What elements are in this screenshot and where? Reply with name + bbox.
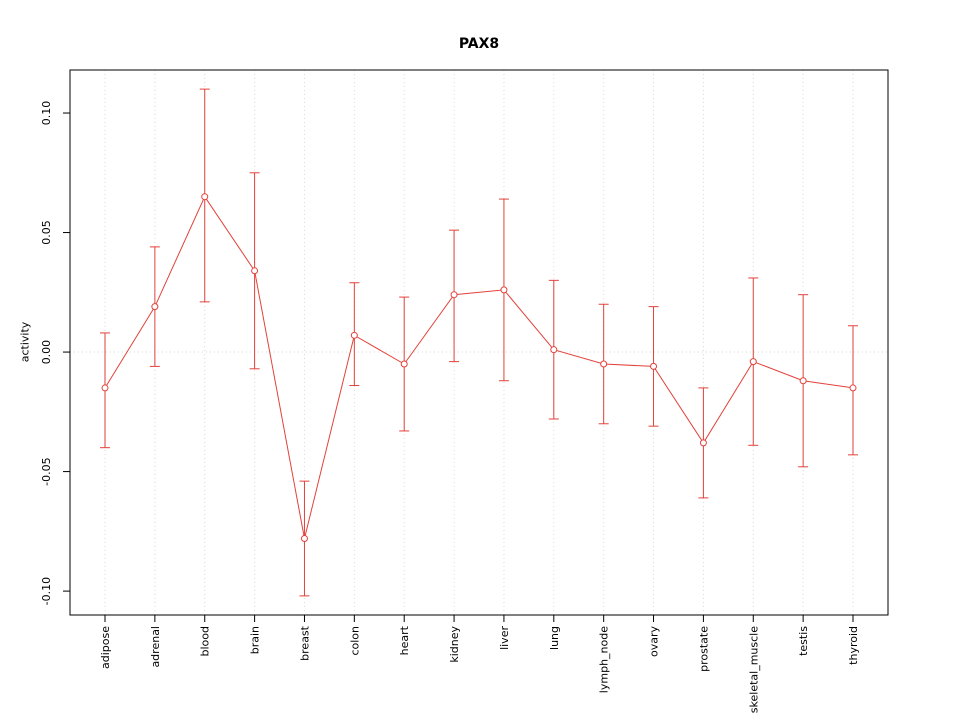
series-line xyxy=(104,195,854,539)
data-point xyxy=(600,360,608,368)
x-tick-label: breast xyxy=(298,625,311,661)
x-tick-label: colon xyxy=(348,626,361,656)
data-point xyxy=(201,193,209,201)
y-tick-label: 0.05 xyxy=(40,220,53,245)
x-tick-label: blood xyxy=(199,626,212,656)
x-tick-label: lung xyxy=(548,626,561,650)
data-point xyxy=(450,291,458,299)
y-axis-label: activity xyxy=(18,321,32,363)
data-point xyxy=(550,346,558,354)
x-tick-label: testis xyxy=(797,626,810,656)
y-tick-label: -0.05 xyxy=(40,457,53,485)
y-tick-label: 0.00 xyxy=(40,340,53,365)
x-tick-label: ovary xyxy=(648,626,661,658)
data-point xyxy=(251,267,259,275)
x-tick-label: brain xyxy=(249,626,262,654)
data-point xyxy=(400,360,408,368)
y-tick-label: -0.10 xyxy=(40,577,53,605)
data-point xyxy=(500,286,508,294)
x-tick-label: prostate xyxy=(697,626,710,672)
x-tick-label: liver xyxy=(498,626,511,650)
data-point xyxy=(101,384,109,392)
x-tick-label: kidney xyxy=(448,626,461,663)
data-point xyxy=(749,358,757,366)
data-point xyxy=(799,377,807,385)
data-point xyxy=(699,439,707,447)
data-point xyxy=(849,384,857,392)
data-point xyxy=(151,303,159,311)
y-tick-label: 0.10 xyxy=(40,101,53,126)
data-point xyxy=(300,535,308,543)
data-point xyxy=(650,362,658,370)
chart-title: PAX8 xyxy=(458,36,500,52)
plot-border xyxy=(69,69,889,616)
data-point xyxy=(350,331,358,339)
x-tick-label: lymph_node xyxy=(598,626,611,693)
x-tick-label: skeletal_muscle xyxy=(747,626,760,713)
x-tick-label: thyroid xyxy=(847,626,860,665)
x-tick-label: adrenal xyxy=(149,626,162,668)
x-tick-label: heart xyxy=(398,625,411,655)
x-tick-label: adipose xyxy=(99,626,112,669)
